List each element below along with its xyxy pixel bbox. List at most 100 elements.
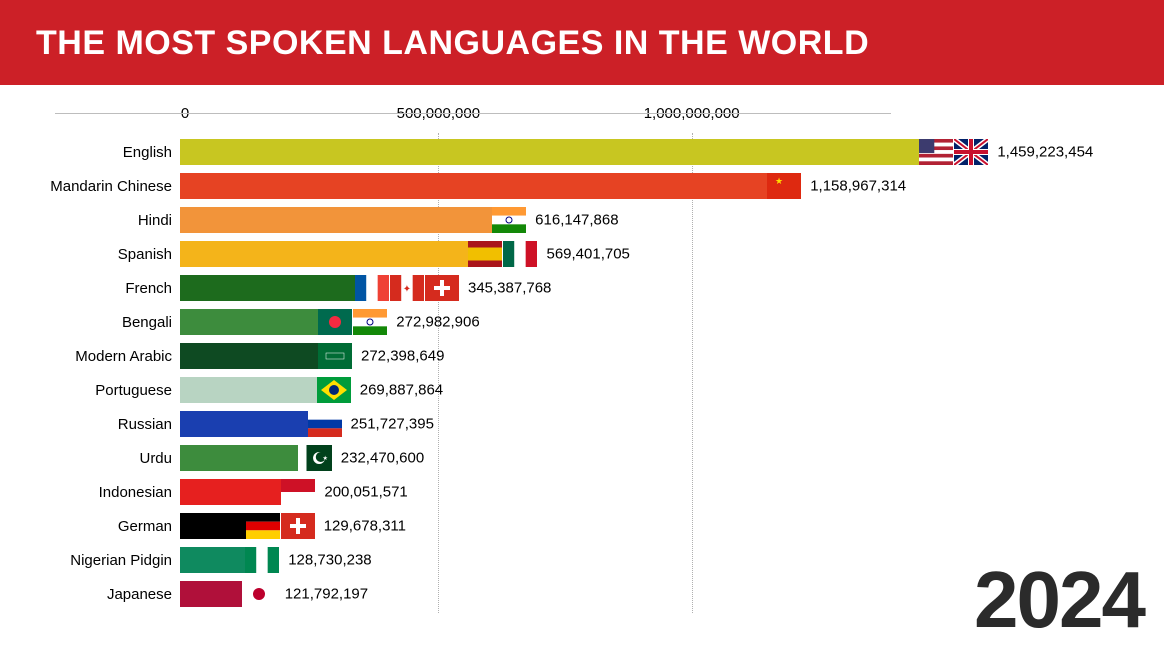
value-label: 200,051,571: [324, 484, 407, 501]
value-label: 272,982,906: [396, 314, 479, 331]
value-label: 269,887,864: [360, 382, 443, 399]
flag-group: [308, 411, 342, 437]
flag-fr-icon: [355, 275, 389, 301]
bar: [180, 547, 245, 573]
value-label: 1,459,223,454: [997, 144, 1093, 161]
flag-group: [492, 207, 526, 233]
flag-in-icon: [492, 207, 526, 233]
svg-text:★: ★: [775, 176, 783, 186]
flag-sa-icon: [318, 343, 352, 369]
bar: [180, 445, 298, 471]
language-label: Nigerian Pidgin: [0, 552, 180, 569]
flag-group: ✦: [355, 275, 459, 301]
bar-row: Modern Arabic 272,398,649: [0, 339, 1164, 373]
bar-track: 272,398,649: [180, 342, 940, 370]
bar-row: Urdu ★ 232,470,600: [0, 441, 1164, 475]
value-label: 616,147,868: [535, 212, 618, 229]
language-label: Urdu: [0, 450, 180, 467]
value-label: 121,792,197: [285, 586, 368, 603]
flag-ch-icon: [425, 275, 459, 301]
flag-in-icon: [353, 309, 387, 335]
bar: [180, 411, 308, 437]
value-label: 1,158,967,314: [810, 178, 906, 195]
flag-group: ★: [767, 173, 801, 199]
bar: [180, 173, 767, 199]
flag-ru-icon: [308, 411, 342, 437]
flag-group: [246, 513, 315, 539]
bar-track: 616,147,868: [180, 206, 940, 234]
flag-group: [919, 139, 988, 165]
language-label: Modern Arabic: [0, 348, 180, 365]
bar-row: Bengali 272,982,906: [0, 305, 1164, 339]
axis-tick-label: 1,000,000,000: [644, 105, 740, 122]
flag-cn-icon: ★: [767, 173, 801, 199]
language-label: Spanish: [0, 246, 180, 263]
bar-row: Portuguese 269,887,864: [0, 373, 1164, 407]
flag-ng-icon: [245, 547, 279, 573]
flag-group: [242, 581, 276, 607]
flag-group: [245, 547, 279, 573]
flag-group: [318, 309, 387, 335]
value-label: 232,470,600: [341, 450, 424, 467]
bar-track: ★ 232,470,600: [180, 444, 940, 472]
flag-group: [318, 343, 352, 369]
value-label: 129,678,311: [324, 518, 406, 535]
flag-bd-icon: [318, 309, 352, 335]
bar-row: German 129,678,311: [0, 509, 1164, 543]
bar-row: Spanish 569,401,705: [0, 237, 1164, 271]
language-label: Hindi: [0, 212, 180, 229]
bar-track: 200,051,571: [180, 478, 940, 506]
axis-tick-label: 0: [181, 105, 189, 122]
bar-track: 1,459,223,454: [180, 138, 940, 166]
bar-track: ✦ 345,387,768: [180, 274, 940, 302]
flag-id-icon: [281, 479, 315, 505]
page-title: THE MOST SPOKEN LANGUAGES IN THE WORLD: [0, 0, 1164, 85]
flag-ca-icon: ✦: [390, 275, 424, 301]
bar-track: 129,678,311: [180, 512, 940, 540]
flag-us-icon: [919, 139, 953, 165]
svg-text:✦: ✦: [403, 284, 411, 295]
bar: [180, 479, 281, 505]
year-label: 2024: [974, 554, 1144, 646]
bar-track: 121,792,197: [180, 580, 940, 608]
flag-de-icon: [246, 513, 280, 539]
bar-row: Mandarin Chinese★1,158,967,314: [0, 169, 1164, 203]
value-label: 569,401,705: [546, 246, 629, 263]
language-label: Bengali: [0, 314, 180, 331]
flag-es-icon: [468, 241, 502, 267]
bar-track: 269,887,864: [180, 376, 940, 404]
bar: [180, 581, 242, 607]
language-label: Indonesian: [0, 484, 180, 501]
value-label: 345,387,768: [468, 280, 551, 297]
axis-tick-label: 500,000,000: [397, 105, 480, 122]
bar-row: Indonesian 200,051,571: [0, 475, 1164, 509]
bar: [180, 377, 317, 403]
value-label: 272,398,649: [361, 348, 444, 365]
bar-rows: English 1,459,223,454Mandarin Chinese★1,…: [0, 135, 1164, 611]
bar-track: 569,401,705: [180, 240, 940, 268]
language-label: French: [0, 280, 180, 297]
flag-gb-icon: [954, 139, 988, 165]
bar-row: Russian251,727,395: [0, 407, 1164, 441]
bar: [180, 343, 318, 369]
flag-group: ★: [298, 445, 332, 471]
bar: [180, 241, 468, 267]
bar: [180, 139, 919, 165]
language-label: Russian: [0, 416, 180, 433]
flag-mx-icon: [503, 241, 537, 267]
flag-ch-icon: [281, 513, 315, 539]
bar: [180, 309, 318, 335]
chart: 0 500,000,000 1,000,000,000 English 1,459,…: [0, 85, 1164, 611]
bar-row: Hindi 616,147,868: [0, 203, 1164, 237]
flag-pk-icon: ★: [298, 445, 332, 471]
language-label: Portuguese: [0, 382, 180, 399]
bar-track: 272,982,906: [180, 308, 940, 336]
language-label: German: [0, 518, 180, 535]
flag-jp-icon: [242, 581, 276, 607]
bar-row: French ✦ 345,387,768: [0, 271, 1164, 305]
bar-track: 128,730,238: [180, 546, 940, 574]
bar: [180, 513, 246, 539]
bar: [180, 207, 492, 233]
value-label: 128,730,238: [288, 552, 371, 569]
bar-track: ★ 1,158,967,314: [180, 172, 940, 200]
